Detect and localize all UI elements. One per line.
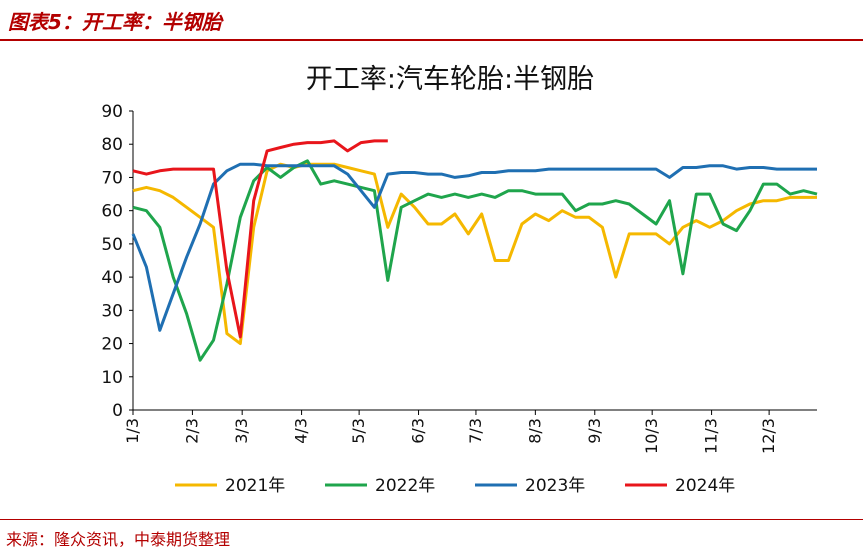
- x-tick-label: 10/3: [642, 418, 661, 454]
- y-tick-label: 80: [101, 135, 123, 155]
- y-tick-label: 0: [112, 401, 123, 421]
- y-tick-label: 70: [101, 168, 123, 188]
- x-tick-label: 5/3: [349, 418, 368, 444]
- plot-lines: [131, 139, 818, 362]
- y-tick-label: 50: [101, 235, 123, 255]
- series-line-2021: [132, 162, 817, 346]
- x-tick-label: 9/3: [585, 418, 604, 444]
- figure-title: 图表5：开工率：半钢胎: [8, 10, 222, 34]
- legend-label: 2023年: [525, 476, 585, 496]
- x-tick-label: 3/3: [232, 418, 251, 444]
- y-tick-label: 90: [101, 102, 123, 122]
- legend-label: 2024年: [675, 476, 735, 496]
- y-tick-label: 10: [101, 368, 123, 388]
- line-chart: 开工率:汽车轮胎:半钢胎 0 10 20 30 40 50 60 70 80 90 1/3 2/3 3…: [101, 64, 818, 496]
- chart-title: 开工率:汽车轮胎:半钢胎: [306, 64, 594, 95]
- y-tick-label: 40: [101, 268, 123, 288]
- x-tick-label: 4/3: [292, 418, 311, 444]
- x-tick-label: 11/3: [702, 418, 721, 454]
- series-line-2022: [132, 159, 818, 362]
- series-line-2024: [132, 139, 388, 339]
- y-tick-label: 30: [101, 301, 123, 321]
- figure-header: 图表5：开工率：半钢胎: [0, 0, 863, 41]
- y-axis: 0 10 20 30 40 50 60 70 80 90: [101, 102, 134, 421]
- footer-divider: [0, 519, 863, 520]
- y-tick-label: 60: [101, 202, 123, 222]
- series-line-2023: [131, 162, 817, 332]
- legend: 2021年 2022年 2023年 2024年: [175, 476, 735, 496]
- x-tick-label: 6/3: [409, 418, 428, 444]
- x-tick-label: 2/3: [182, 418, 201, 444]
- legend-label: 2022年: [375, 476, 435, 496]
- x-tick-label: 8/3: [525, 418, 544, 444]
- legend-label: 2021年: [225, 476, 285, 496]
- x-tick-label: 7/3: [466, 418, 485, 444]
- y-tick-label: 20: [101, 335, 123, 355]
- chart-area: 开工率:汽车轮胎:半钢胎 0 10 20 30 40 50 60 70 80 90 1/3 2/3 3…: [0, 42, 863, 512]
- x-axis: 1/3 2/3 3/3 4/3 5/3 6/3 7/3 8/3 9/3 10/3 11/3 12/3: [123, 409, 817, 454]
- header-divider: [0, 39, 863, 41]
- x-tick-label: 1/3: [123, 418, 142, 444]
- source-note: 来源：隆众资讯，中泰期货整理: [6, 530, 231, 549]
- x-tick-label: 12/3: [759, 418, 778, 454]
